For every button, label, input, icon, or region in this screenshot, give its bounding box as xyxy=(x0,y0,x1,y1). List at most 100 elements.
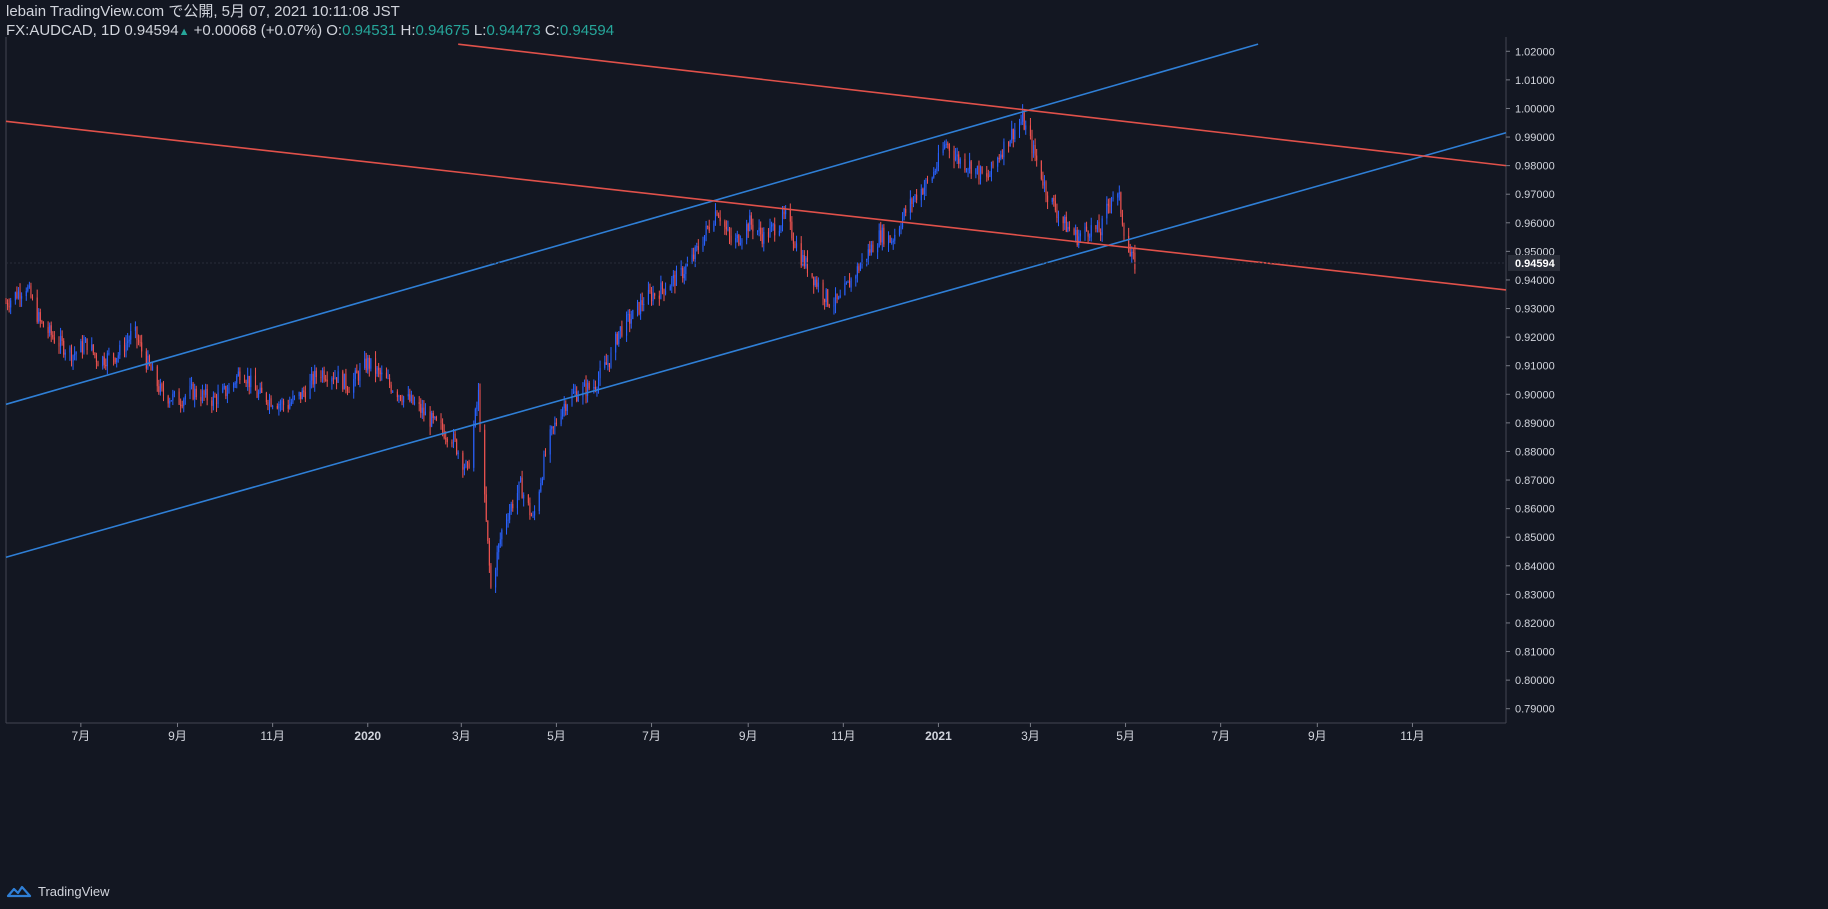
candle-body xyxy=(867,249,869,259)
candle xyxy=(194,383,196,408)
candle xyxy=(84,336,87,343)
candle-body xyxy=(587,382,589,396)
candle-body xyxy=(410,395,412,402)
candle-body xyxy=(172,393,174,401)
candle xyxy=(195,385,197,400)
candle xyxy=(869,241,871,256)
price-chart[interactable]: 1.02000 1.01000 1.00000 0.99000 0.98000 0.970… xyxy=(0,0,1828,876)
candle xyxy=(303,386,305,397)
candle xyxy=(348,386,350,393)
candle-body xyxy=(479,389,481,430)
candle-body xyxy=(507,519,509,521)
candle-body xyxy=(359,367,361,381)
candle xyxy=(14,291,16,305)
candle xyxy=(780,225,782,234)
candle xyxy=(401,394,403,406)
candle-body xyxy=(1023,112,1025,130)
candle xyxy=(390,381,392,394)
candle-body xyxy=(237,371,239,376)
candle-body xyxy=(119,345,121,356)
candle xyxy=(267,399,269,411)
candle-body xyxy=(813,276,815,286)
candle xyxy=(583,379,586,387)
candle xyxy=(604,355,606,370)
candle xyxy=(95,352,97,369)
candle xyxy=(276,403,278,410)
candle-body xyxy=(817,282,819,287)
candle xyxy=(250,368,252,394)
candle xyxy=(162,380,165,402)
candle xyxy=(108,347,110,356)
candle-body xyxy=(379,370,381,375)
candle xyxy=(771,221,773,233)
candle-body xyxy=(534,511,536,516)
candle-body xyxy=(565,403,567,411)
candle xyxy=(487,520,489,544)
candle xyxy=(881,224,883,251)
candle-body xyxy=(616,333,618,344)
candle-body xyxy=(760,227,762,235)
candle xyxy=(387,369,389,380)
candle xyxy=(215,393,218,412)
candle xyxy=(320,370,322,383)
candle xyxy=(343,373,345,390)
candle xyxy=(214,392,216,398)
candle xyxy=(992,160,994,169)
candle-body xyxy=(117,355,119,359)
candle-body xyxy=(1087,230,1089,237)
candle xyxy=(63,338,65,358)
candle xyxy=(484,424,486,503)
candle-body xyxy=(859,264,862,271)
candle-body xyxy=(948,144,950,151)
candle xyxy=(520,476,522,483)
candle xyxy=(661,281,663,295)
candle xyxy=(304,385,306,403)
candle-body xyxy=(97,362,99,367)
candle xyxy=(1034,138,1036,162)
candle xyxy=(523,492,525,507)
candle xyxy=(1117,192,1119,206)
tradingview-logo[interactable]: TradingView xyxy=(6,883,110,899)
candle-body xyxy=(838,297,840,300)
candle xyxy=(912,196,915,208)
candle xyxy=(905,205,907,217)
candle-body xyxy=(181,405,183,407)
candle-body xyxy=(300,392,302,400)
candle xyxy=(947,141,949,149)
candle-body xyxy=(816,279,818,287)
candle-body xyxy=(256,390,258,398)
candle-body xyxy=(304,392,306,399)
candle-body xyxy=(833,305,835,307)
candle xyxy=(643,297,645,312)
candle xyxy=(265,391,267,405)
candle-body xyxy=(8,305,10,308)
time-tick-label: 2020 xyxy=(354,729,381,743)
candle xyxy=(640,293,642,320)
candle-body xyxy=(385,372,388,379)
candle xyxy=(735,233,737,249)
candle xyxy=(1068,221,1070,232)
candle xyxy=(463,463,465,476)
time-tick-label: 7月 xyxy=(642,729,661,743)
candle xyxy=(649,283,651,294)
candle xyxy=(17,287,20,300)
candle xyxy=(543,450,545,481)
candle-body xyxy=(1089,236,1091,238)
candle xyxy=(237,367,239,377)
candle-body xyxy=(276,406,278,409)
candle-body xyxy=(530,515,533,517)
candle-body xyxy=(127,341,129,343)
candle xyxy=(424,403,426,416)
time-tick-label: 2021 xyxy=(925,729,952,743)
price-tick-label: 0.89000 xyxy=(1515,418,1555,430)
candle xyxy=(675,265,678,286)
candle xyxy=(521,470,523,499)
candle xyxy=(407,385,409,400)
candle-body xyxy=(767,231,770,238)
candle xyxy=(997,156,999,173)
candle xyxy=(359,362,361,388)
candle-body xyxy=(254,375,257,391)
candle-body xyxy=(792,238,794,244)
time-tick-label: 11月 xyxy=(260,729,284,743)
candle-body xyxy=(72,355,74,362)
